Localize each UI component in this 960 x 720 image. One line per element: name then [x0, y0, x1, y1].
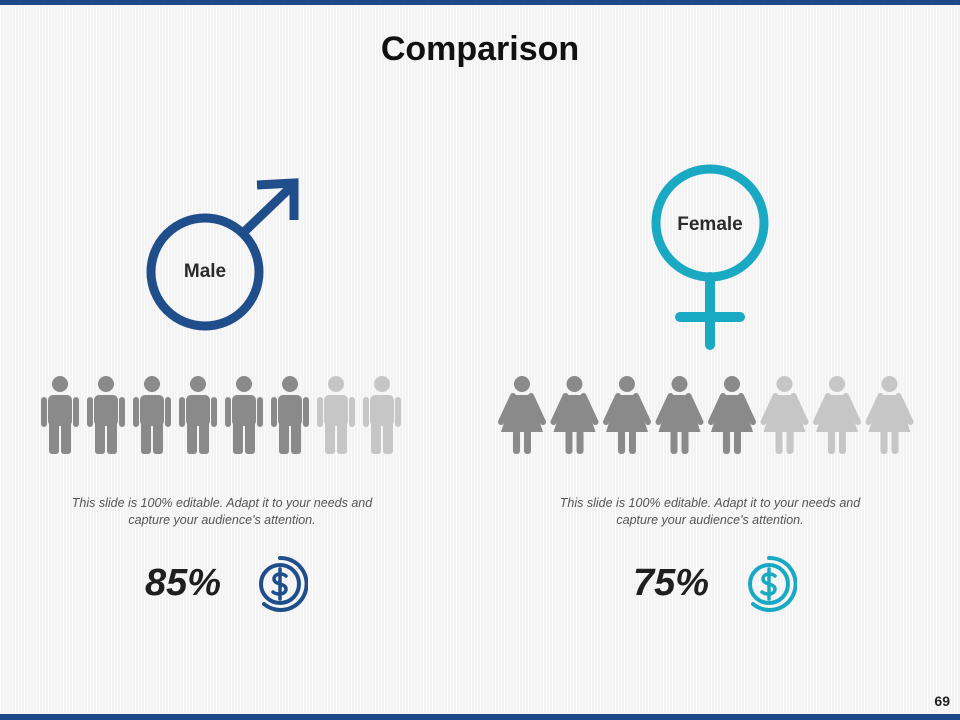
female-person-icon [708, 376, 756, 454]
female-description: This slide is 100% editable. Adapt it to… [559, 496, 861, 527]
female-person-icon [760, 376, 809, 454]
male-person-icon [225, 376, 263, 454]
male-person-icon [179, 376, 217, 454]
page-number: 69 [934, 693, 950, 709]
male-person-icon [133, 376, 171, 454]
slide-title: Comparison [380, 30, 580, 68]
male-people-row [41, 376, 401, 454]
female-person-icon [550, 376, 599, 454]
top-accent-bar [0, 0, 960, 5]
male-person-icon [317, 376, 355, 454]
female-person-icon [865, 376, 914, 454]
female-person-icon [603, 376, 651, 454]
female-person-icon [655, 376, 704, 454]
male-person-icon [271, 376, 309, 454]
bottom-accent-bar [0, 714, 960, 720]
female-person-icon [813, 376, 861, 454]
male-percent: 85% [145, 562, 222, 604]
female-person-icon [498, 376, 546, 454]
male-symbol-icon [146, 178, 299, 331]
dollar-coin-icon [259, 556, 308, 612]
male-person-icon [363, 376, 401, 454]
female-symbol-icon [651, 164, 769, 350]
male-description: This slide is 100% editable. Adapt it to… [71, 496, 373, 527]
female-people-row [498, 376, 914, 454]
female-label: Female [677, 214, 743, 235]
male-label: Male [183, 261, 227, 282]
male-person-icon [87, 376, 125, 454]
male-person-icon [41, 376, 79, 454]
female-percent: 75% [633, 562, 710, 604]
dollar-coin-icon [748, 556, 797, 612]
